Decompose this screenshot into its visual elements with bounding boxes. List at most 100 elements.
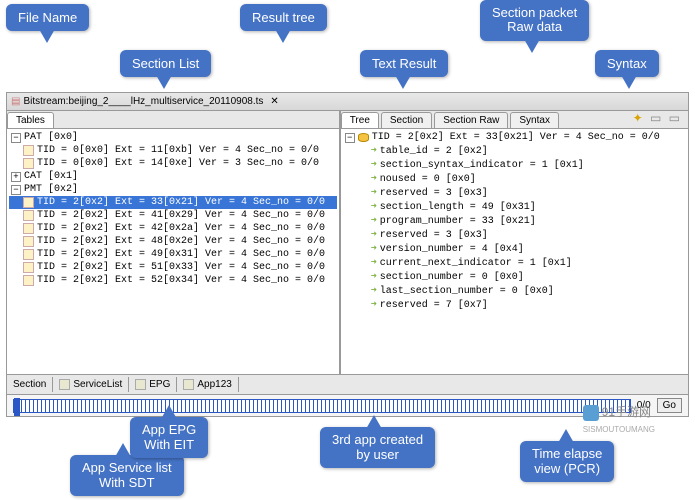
go-button[interactable]: Go (657, 398, 682, 413)
collapse-icon[interactable]: − (11, 133, 21, 143)
result-row: ➜reserved = 3 [0x3] (343, 186, 686, 200)
doc-icon (23, 249, 34, 260)
result-row: ➜section_syntax_indicator = 1 [0x1] (343, 158, 686, 172)
tab-tables[interactable]: Tables (7, 112, 54, 128)
callout-text-result: Text Result (360, 50, 448, 77)
tree-label: TID = 2[0x2] Ext = 52[0x34] Ver = 4 Sec_… (37, 275, 325, 286)
btab-servicelist[interactable]: ServiceList (53, 377, 129, 392)
table-row: +CAT [0x1] (9, 170, 337, 183)
callout-syntax: Syntax (595, 50, 659, 77)
arrow-icon: ➜ (371, 215, 377, 227)
table-row: TID = 0[0x0] Ext = 11[0xb] Ver = 4 Sec_n… (9, 144, 337, 157)
tree-label: section_number = 0 [0x0] (380, 272, 524, 283)
result-tree[interactable]: − TID = 2[0x2] Ext = 33[0x21] Ver = 4 Sec… (341, 129, 688, 374)
file-icon: ▤ (11, 96, 20, 107)
tree-label: program_number = 33 [0x21] (380, 216, 536, 227)
tool-icon-3[interactable]: ▭ (669, 111, 680, 125)
arrow-icon: ➜ (371, 257, 377, 269)
tree-label: TID = 2[0x2] Ext = 33[0x21] Ver = 4 Sec_… (37, 197, 325, 208)
doc-icon (183, 379, 194, 390)
callout-file-name: File Name (6, 4, 89, 31)
btab-label: Section (13, 379, 46, 390)
tree-label: last_section_number = 0 [0x0] (380, 286, 554, 297)
result-row: ➜program_number = 33 [0x21] (343, 214, 686, 228)
tool-icon-1[interactable]: ✦ (633, 111, 643, 125)
tab-syntax[interactable]: Syntax (510, 112, 559, 128)
table-row: TID = 2[0x2] Ext = 52[0x34] Ver = 4 Sec_… (9, 274, 337, 287)
expand-icon[interactable]: + (11, 172, 21, 182)
tree-label: table_id = 2 [0x2] (380, 146, 488, 157)
tree-label: TID = 2[0x2] Ext = 51[0x33] Ver = 4 Sec_… (37, 262, 325, 273)
result-row: ➜reserved = 7 [0x7] (343, 298, 686, 312)
btab-label: ServiceList (73, 379, 122, 390)
bottom-tabs: Section ServiceList EPG App123 (7, 374, 688, 394)
tree-label: TID = 2[0x2] Ext = 33[0x21] Ver = 4 Sec_… (372, 132, 660, 143)
arrow-icon: ➜ (371, 187, 377, 199)
tree-label: PAT [0x0] (24, 132, 78, 143)
table-row: TID = 2[0x2] Ext = 51[0x33] Ver = 4 Sec_… (9, 261, 337, 274)
db-icon (358, 133, 369, 142)
table-row-selected[interactable]: TID = 2[0x2] Ext = 33[0x21] Ver = 4 Sec_… (9, 196, 337, 209)
tree-label: TID = 2[0x2] Ext = 41[0x29] Ver = 4 Sec_… (37, 210, 325, 221)
callout-app-epg: App EPG With EIT (130, 417, 208, 458)
callout-section-list: Section List (120, 50, 211, 77)
table-row: TID = 2[0x2] Ext = 49[0x31] Ver = 4 Sec_… (9, 248, 337, 261)
result-row: ➜last_section_number = 0 [0x0] (343, 284, 686, 298)
tree-label: current_next_indicator = 1 [0x1] (380, 258, 572, 269)
title-text: Bitstream:beijing_2____lHz_multiservice_… (23, 96, 263, 107)
tree-label: TID = 2[0x2] Ext = 42[0x2a] Ver = 4 Sec_… (37, 223, 325, 234)
doc-icon (23, 223, 34, 234)
close-tab-icon[interactable]: ✕ (267, 96, 281, 107)
btab-app123[interactable]: App123 (177, 377, 238, 392)
callout-third-app: 3rd app created by user (320, 427, 435, 468)
tree-label: TID = 0[0x0] Ext = 11[0xb] Ver = 4 Sec_n… (37, 145, 319, 156)
result-row: ➜reserved = 3 [0x3] (343, 228, 686, 242)
doc-icon (23, 197, 34, 208)
tab-tree[interactable]: Tree (341, 112, 379, 128)
result-row: ➜table_id = 2 [0x2] (343, 144, 686, 158)
collapse-icon[interactable]: − (11, 185, 21, 195)
arrow-icon: ➜ (371, 299, 377, 311)
btab-label: App123 (197, 379, 231, 390)
timeline-cursor[interactable] (14, 398, 20, 416)
tree-label: noused = 0 [0x0] (380, 174, 476, 185)
left-pane: Tables −PAT [0x0] TID = 0[0x0] Ext = 11[… (7, 111, 341, 374)
tables-tree[interactable]: −PAT [0x0] TID = 0[0x0] Ext = 11[0xb] Ve… (7, 129, 339, 374)
result-row: ➜noused = 0 [0x0] (343, 172, 686, 186)
doc-icon (23, 158, 34, 169)
result-row: ➜version_number = 4 [0x4] (343, 242, 686, 256)
watermark-sub: SISMOUTOUMANG (583, 425, 655, 434)
arrow-icon: ➜ (371, 159, 377, 171)
top-toolbar: ✦ ▭ ▭ (631, 111, 682, 125)
collapse-icon[interactable]: − (345, 133, 355, 143)
title-bar: ▤ Bitstream:beijing_2____lHz_multiservic… (7, 93, 688, 111)
arrow-icon: ➜ (371, 145, 377, 157)
tab-section[interactable]: Section (381, 112, 432, 128)
doc-icon (23, 262, 34, 273)
tool-icon-2[interactable]: ▭ (650, 111, 661, 125)
btab-epg[interactable]: EPG (129, 377, 177, 392)
result-row: ➜current_next_indicator = 1 [0x1] (343, 256, 686, 270)
table-row: −PMT [0x2] (9, 183, 337, 196)
tree-label: PMT [0x2] (24, 184, 78, 195)
callout-result-tree: Result tree (240, 4, 327, 31)
doc-icon (23, 210, 34, 221)
tab-section-raw[interactable]: Section Raw (434, 112, 508, 128)
callout-section-packet: Section packet Raw data (480, 0, 589, 41)
doc-icon (23, 145, 34, 156)
doc-icon (23, 236, 34, 247)
btab-section[interactable]: Section (7, 377, 53, 392)
table-row: TID = 2[0x2] Ext = 42[0x2a] Ver = 4 Sec_… (9, 222, 337, 235)
arrow-icon: ➜ (371, 243, 377, 255)
table-row: TID = 0[0x0] Ext = 14[0xe] Ver = 3 Sec_n… (9, 157, 337, 170)
table-row: −PAT [0x0] (9, 131, 337, 144)
timeline-track[interactable] (13, 399, 631, 413)
tree-label: reserved = 3 [0x3] (380, 188, 488, 199)
watermark-logo-icon (583, 405, 599, 421)
right-pane: Tree Section Section Raw Syntax − TID = 2… (341, 111, 688, 374)
arrow-icon: ➜ (371, 271, 377, 283)
tree-label: CAT [0x1] (24, 171, 78, 182)
result-row: ➜section_number = 0 [0x0] (343, 270, 686, 284)
callout-time-elapse: Time elapse view (PCR) (520, 441, 614, 482)
arrow-icon: ➜ (371, 201, 377, 213)
